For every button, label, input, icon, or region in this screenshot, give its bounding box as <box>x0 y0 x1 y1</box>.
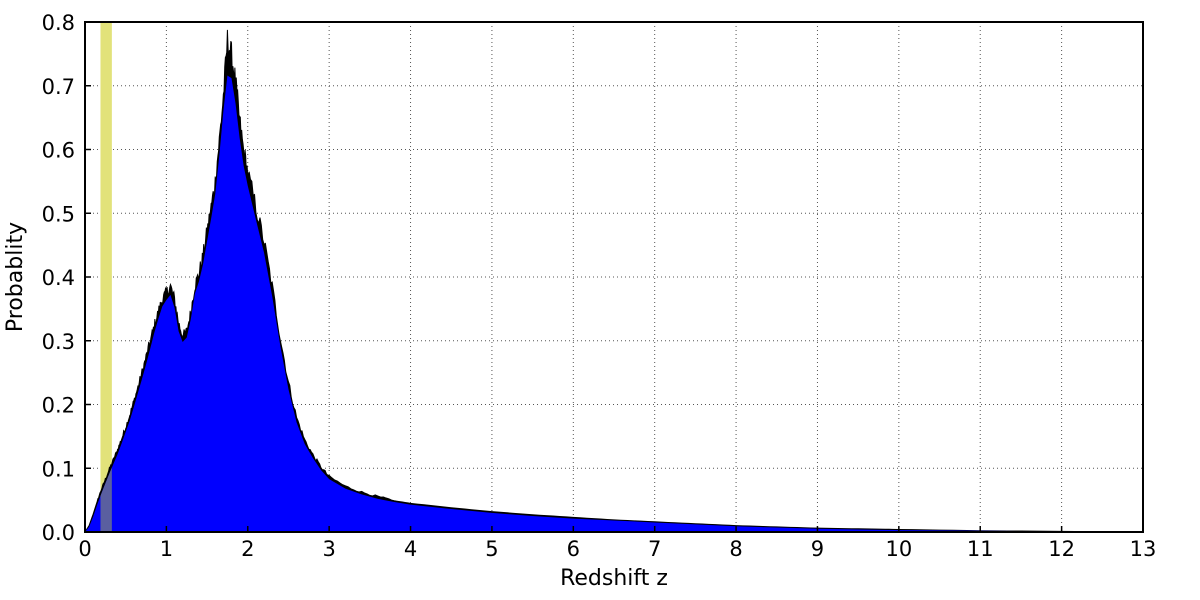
y-tick-label: 0.6 <box>42 139 75 163</box>
y-tick-label: 0.8 <box>42 11 75 35</box>
x-tick-label: 1 <box>160 537 173 561</box>
x-axis-tick-labels: 0 1 2 3 4 5 6 7 8 9 10 11 12 13 <box>78 537 1156 561</box>
x-tick-label: 5 <box>485 537 498 561</box>
y-tick-label: 0.1 <box>42 457 75 481</box>
x-tick-label: 2 <box>241 537 254 561</box>
band-overlap-tint <box>100 467 112 532</box>
x-tick-label: 9 <box>811 537 824 561</box>
x-tick-label: 6 <box>567 537 580 561</box>
x-tick-label: 13 <box>1130 537 1157 561</box>
x-tick-label: 4 <box>404 537 417 561</box>
probability-area-fill <box>85 75 1143 533</box>
x-tick-label: 12 <box>1048 537 1075 561</box>
x-tick-label: 8 <box>729 537 742 561</box>
band-fill-overlap <box>100 467 112 532</box>
axis-ticks <box>84 21 1144 533</box>
y-tick-label: 0.3 <box>42 330 75 354</box>
x-tick-label: 3 <box>322 537 335 561</box>
x-axis-title: Redshift z <box>560 566 668 591</box>
y-tick-label: 0.4 <box>42 266 75 290</box>
y-tick-label: 0.7 <box>42 75 75 99</box>
y-tick-label: 0.0 <box>42 521 75 545</box>
redshift-band-annotation <box>100 22 112 532</box>
y-tick-label: 0.2 <box>42 394 75 418</box>
y-axis-tick-labels: 0.0 0.1 0.2 0.3 0.4 0.5 0.6 0.7 0.8 <box>42 11 75 545</box>
x-tick-label: 11 <box>967 537 994 561</box>
redshift-band-rect <box>100 22 112 532</box>
y-axis-title: Probablity <box>3 222 28 332</box>
x-tick-label: 0 <box>78 537 91 561</box>
smoothed-probability-fill <box>85 75 1143 533</box>
y-tick-label: 0.5 <box>42 202 75 226</box>
x-tick-label: 10 <box>885 537 912 561</box>
x-tick-label: 7 <box>648 537 661 561</box>
